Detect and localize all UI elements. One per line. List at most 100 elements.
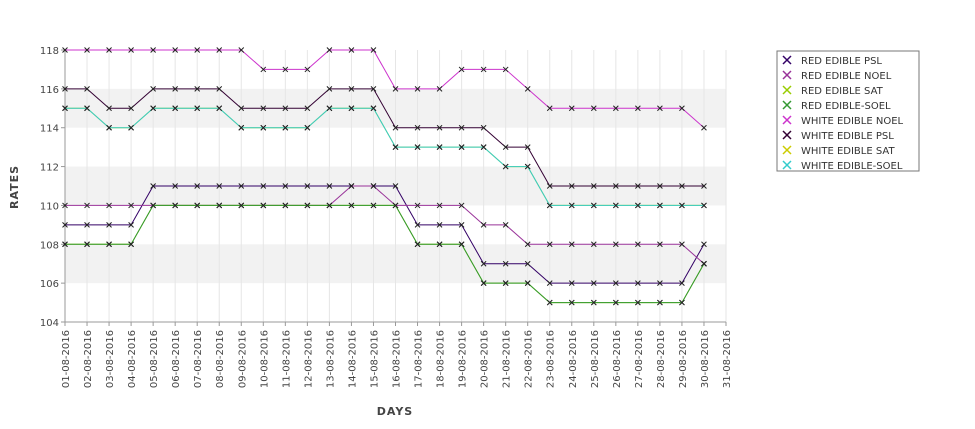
data-point <box>84 202 90 209</box>
legend-marker <box>782 115 792 125</box>
data-point <box>546 280 553 286</box>
data-point <box>260 124 267 131</box>
data-point <box>480 144 487 150</box>
data-point <box>84 86 90 92</box>
data-point <box>568 183 575 189</box>
series-line <box>65 88 704 187</box>
data-point <box>590 105 597 112</box>
data-point <box>106 241 112 248</box>
data-point <box>458 66 465 73</box>
data-point <box>635 280 641 286</box>
data-point <box>304 183 311 189</box>
data-point <box>326 47 333 53</box>
data-point <box>524 163 531 170</box>
data-point <box>392 124 399 131</box>
data-point <box>392 183 399 189</box>
legend-marker <box>782 160 792 170</box>
data-point <box>304 202 311 209</box>
data-point <box>128 47 134 53</box>
data-point <box>194 105 201 112</box>
data-point <box>701 260 707 267</box>
legend-label: RED EDIBLE PSL <box>801 56 882 67</box>
data-point <box>480 222 487 228</box>
data-point <box>348 105 355 112</box>
data-point <box>679 105 685 112</box>
data-point <box>194 202 201 209</box>
data-point <box>194 47 201 53</box>
data-point <box>679 299 685 306</box>
data-point <box>106 222 112 228</box>
data-point <box>62 105 68 112</box>
data-point <box>436 202 443 209</box>
x-tick-label: 07-08-2016 <box>193 330 204 388</box>
data-point <box>546 299 553 306</box>
data-point <box>414 144 421 150</box>
data-point <box>62 202 68 209</box>
y-tick-label: 116 <box>40 85 59 96</box>
x-tick-label: 17-08-2016 <box>414 330 425 388</box>
x-tick-label: 16-08-2016 <box>392 330 403 388</box>
legend-label: WHITE EDIBLE PSL <box>801 131 894 142</box>
data-point <box>238 105 245 112</box>
data-point <box>106 124 112 131</box>
data-point <box>612 202 619 209</box>
x-tick-label: 23-08-2016 <box>546 330 557 388</box>
data-point <box>568 202 575 209</box>
data-point <box>480 280 487 286</box>
y-axis-label: RATES <box>8 165 21 209</box>
data-point <box>436 144 443 150</box>
data-point <box>150 86 156 92</box>
legend-marker <box>782 55 792 65</box>
data-point <box>128 124 134 131</box>
legend-marker <box>782 70 792 80</box>
data-point <box>701 202 707 209</box>
data-point <box>106 47 112 53</box>
data-point <box>436 124 443 131</box>
x-tick-label: 18-08-2016 <box>436 330 447 388</box>
data-point <box>304 105 311 112</box>
data-point <box>612 241 619 248</box>
data-point <box>172 202 179 209</box>
data-point <box>546 202 553 209</box>
data-point <box>546 241 553 248</box>
data-point <box>436 222 443 228</box>
data-point <box>502 144 509 150</box>
data-point <box>172 183 179 189</box>
data-point <box>282 124 289 131</box>
x-tick-label: 21-08-2016 <box>502 330 513 388</box>
data-point <box>62 222 68 228</box>
x-tick-label: 31-08-2016 <box>722 330 733 388</box>
series-red-edible-soel <box>62 202 707 306</box>
data-point <box>502 66 509 73</box>
y-tick-label: 110 <box>40 201 59 212</box>
data-point <box>590 280 597 286</box>
legend-box <box>776 50 920 172</box>
data-point <box>370 105 377 112</box>
data-point <box>216 47 223 53</box>
data-point <box>84 105 90 112</box>
data-point <box>414 222 421 228</box>
data-point <box>194 86 201 92</box>
x-tick-label: 02-08-2016 <box>83 330 94 388</box>
data-point <box>62 241 68 248</box>
data-point <box>128 222 134 228</box>
data-point <box>502 260 509 267</box>
data-point <box>679 280 685 286</box>
data-point <box>282 183 289 189</box>
data-point <box>348 183 355 189</box>
data-point <box>260 202 267 209</box>
data-point <box>238 124 245 131</box>
data-point <box>524 241 531 248</box>
y-tick-label: 108 <box>40 240 59 251</box>
series-white-edible-psl <box>62 86 707 189</box>
data-point <box>84 241 90 248</box>
x-tick-label: 29-08-2016 <box>678 330 689 388</box>
data-point <box>568 299 575 306</box>
data-point <box>260 105 267 112</box>
legend-label: RED EDIBLE SAT <box>801 86 884 97</box>
data-point <box>679 241 685 248</box>
legend: RED EDIBLE PSL RED EDIBLE NOEL RED EDIBLE … <box>776 50 920 172</box>
data-point <box>590 299 597 306</box>
x-tick-label: 14-08-2016 <box>347 330 358 388</box>
x-tick-label: 06-08-2016 <box>171 330 182 388</box>
